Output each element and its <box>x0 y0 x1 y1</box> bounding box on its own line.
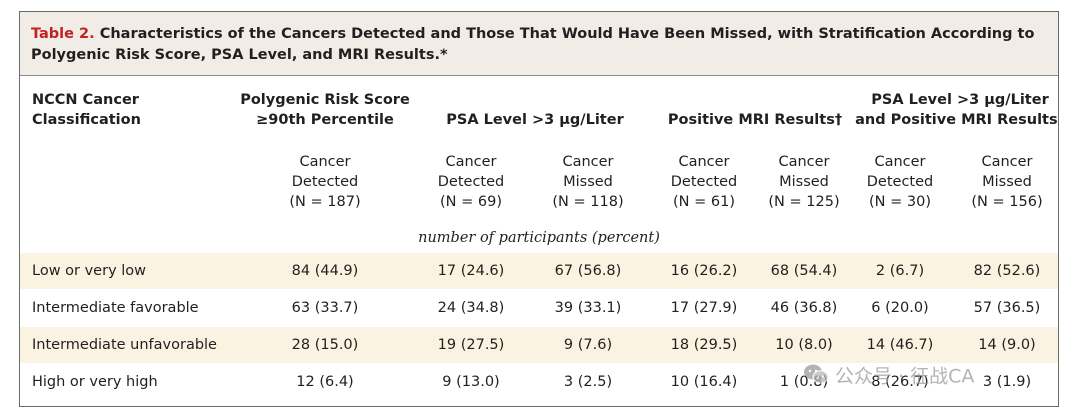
header-classification: NCCN Cancer Classification <box>32 90 141 130</box>
table-cell: 18 (29.5) <box>670 337 738 353</box>
wechat-icon <box>803 363 829 391</box>
subheader-combined-missed: Cancer Missed (N = 156) <box>971 154 1043 210</box>
table-cell: 12 (6.4) <box>296 374 354 390</box>
row-label: Intermediate favorable <box>32 300 199 316</box>
table-cell: 3 (2.5) <box>563 374 613 390</box>
table-row: Intermediate favorable 63 (33.7) 24 (34.… <box>20 290 1058 326</box>
header-mri: Positive MRI Results† <box>667 112 843 128</box>
table-cell: 17 (27.9) <box>670 300 738 316</box>
watermark: 公众号 · 征战CA <box>803 363 974 391</box>
subheader-psa-detected: Cancer Detected (N = 69) <box>437 154 505 210</box>
header-combined-line2: and Positive MRI Results† <box>855 112 1059 128</box>
row-label: Intermediate unfavorable <box>32 337 217 353</box>
table-cell: 82 (52.6) <box>973 263 1041 279</box>
table-cell: 57 (36.5) <box>973 300 1041 316</box>
header-prs-line1: Polygenic Risk Score <box>240 92 410 108</box>
table-frame: Table 2. Characteristics of the Cancers … <box>19 11 1059 407</box>
table-cell: 14 (9.0) <box>978 337 1036 353</box>
subheader-prs-detected: Cancer Detected (N = 187) <box>289 154 361 210</box>
table-cell: 3 (1.9) <box>982 374 1032 390</box>
table-cell: 84 (44.9) <box>291 263 359 279</box>
table-row: High or very high 12 (6.4) 9 (13.0) 3 (2… <box>20 364 1058 400</box>
table-row: Intermediate unfavorable 28 (15.0) 19 (2… <box>20 327 1058 363</box>
table-cell: 2 (6.7) <box>875 263 925 279</box>
row-label: Low or very low <box>32 263 147 279</box>
table-cell: 67 (56.8) <box>554 263 622 279</box>
header-combined-line1: PSA Level >3 μg/Liter <box>871 92 1049 108</box>
table-cell: 9 (13.0) <box>442 374 500 390</box>
table-cell: 17 (24.6) <box>437 263 505 279</box>
table-cell: 46 (36.8) <box>770 300 838 316</box>
table-cell: 8 (26.7) <box>871 374 929 390</box>
table-cell: 10 (16.4) <box>670 374 738 390</box>
subheader-mri-detected: Cancer Detected (N = 61) <box>670 154 738 210</box>
table-cell: 68 (54.4) <box>770 263 838 279</box>
unit-note: number of participants (percent) <box>418 230 660 246</box>
table-cell: 24 (34.8) <box>437 300 505 316</box>
row-label: High or very high <box>32 374 158 390</box>
watermark-text: 公众号 · 征战CA <box>835 365 975 388</box>
subheader-combined-detected: Cancer Detected (N = 30) <box>866 154 934 210</box>
table-cell: 63 (33.7) <box>291 300 359 316</box>
header-classification-line1: NCCN Cancer <box>32 92 139 108</box>
table-number: Table 2. <box>31 26 95 42</box>
table-row: Low or very low 84 (44.9) 17 (24.6) 67 (… <box>20 253 1058 289</box>
header-psa: PSA Level >3 μg/Liter <box>446 112 624 128</box>
table-cell: 9 (7.6) <box>563 337 613 353</box>
table-cell: 10 (8.0) <box>775 337 833 353</box>
table-cell: 6 (20.0) <box>871 300 929 316</box>
table-cell: 16 (26.2) <box>670 263 738 279</box>
table-cell: 28 (15.0) <box>291 337 359 353</box>
table-cell: 39 (33.1) <box>554 300 622 316</box>
table-caption: Characteristics of the Cancers Detected … <box>31 26 1035 63</box>
table-cell: 14 (46.7) <box>866 337 934 353</box>
table-title: Table 2. Characteristics of the Cancers … <box>20 12 1058 76</box>
header-prs-line2: ≥90th Percentile <box>256 112 394 128</box>
subheader-mri-missed: Cancer Missed (N = 125) <box>768 154 840 210</box>
header-prs: Polygenic Risk Score ≥90th Percentile <box>225 90 425 130</box>
table-cell: 19 (27.5) <box>437 337 505 353</box>
header-classification-line2: Classification <box>32 112 141 128</box>
subheader-psa-missed: Cancer Missed (N = 118) <box>552 154 624 210</box>
header-combined: PSA Level >3 μg/Liter and Positive MRI R… <box>840 90 1059 130</box>
